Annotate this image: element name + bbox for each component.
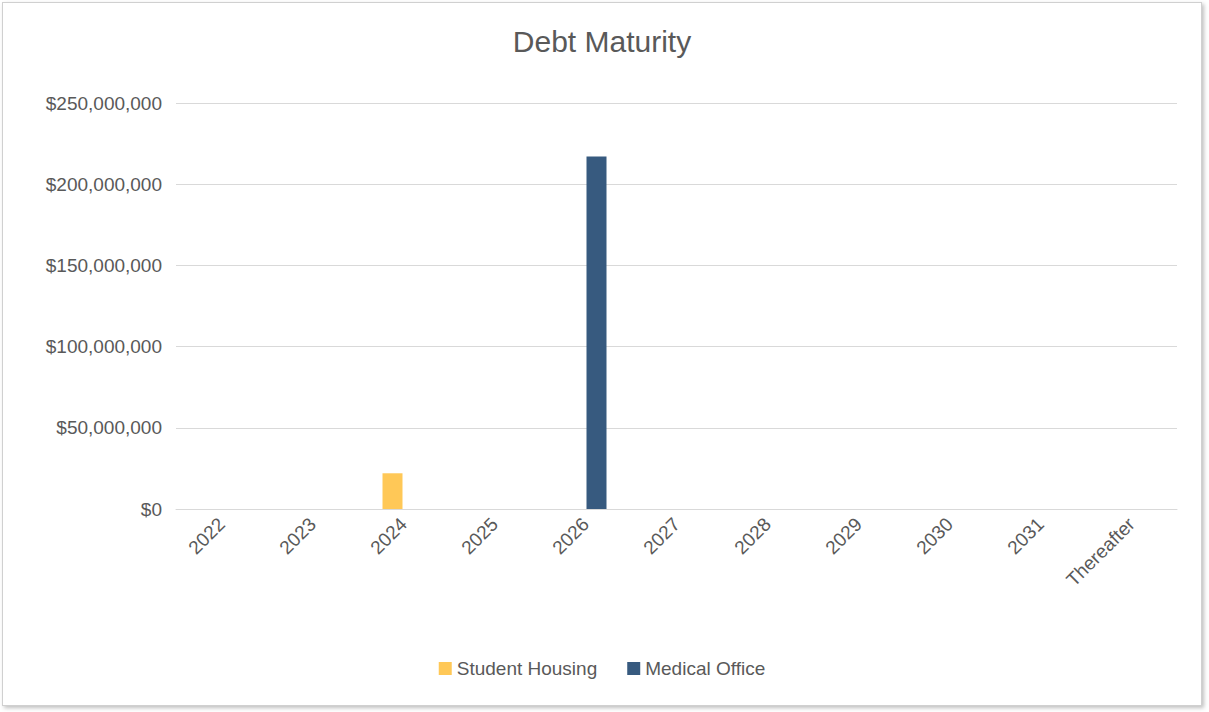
svg-text:$250,000,000: $250,000,000 xyxy=(46,93,162,114)
svg-text:Student Housing: Student Housing xyxy=(457,658,597,679)
svg-text:2029: 2029 xyxy=(821,514,866,559)
svg-text:2027: 2027 xyxy=(639,514,684,559)
svg-text:2028: 2028 xyxy=(730,514,775,559)
svg-text:Thereafter: Thereafter xyxy=(1062,514,1139,591)
svg-text:Medical Office: Medical Office xyxy=(645,658,765,679)
svg-text:2030: 2030 xyxy=(912,514,957,559)
svg-text:Debt Maturity: Debt Maturity xyxy=(513,25,691,58)
svg-text:2031: 2031 xyxy=(1003,514,1048,559)
svg-text:2026: 2026 xyxy=(548,514,593,559)
svg-text:$200,000,000: $200,000,000 xyxy=(46,174,162,195)
svg-text:2024: 2024 xyxy=(366,514,411,559)
svg-text:2023: 2023 xyxy=(275,514,320,559)
svg-text:$100,000,000: $100,000,000 xyxy=(46,336,162,357)
svg-text:2022: 2022 xyxy=(184,514,229,559)
svg-text:$0: $0 xyxy=(141,499,162,520)
svg-text:$50,000,000: $50,000,000 xyxy=(56,417,162,438)
svg-text:2025: 2025 xyxy=(457,514,502,559)
svg-text:$150,000,000: $150,000,000 xyxy=(46,255,162,276)
